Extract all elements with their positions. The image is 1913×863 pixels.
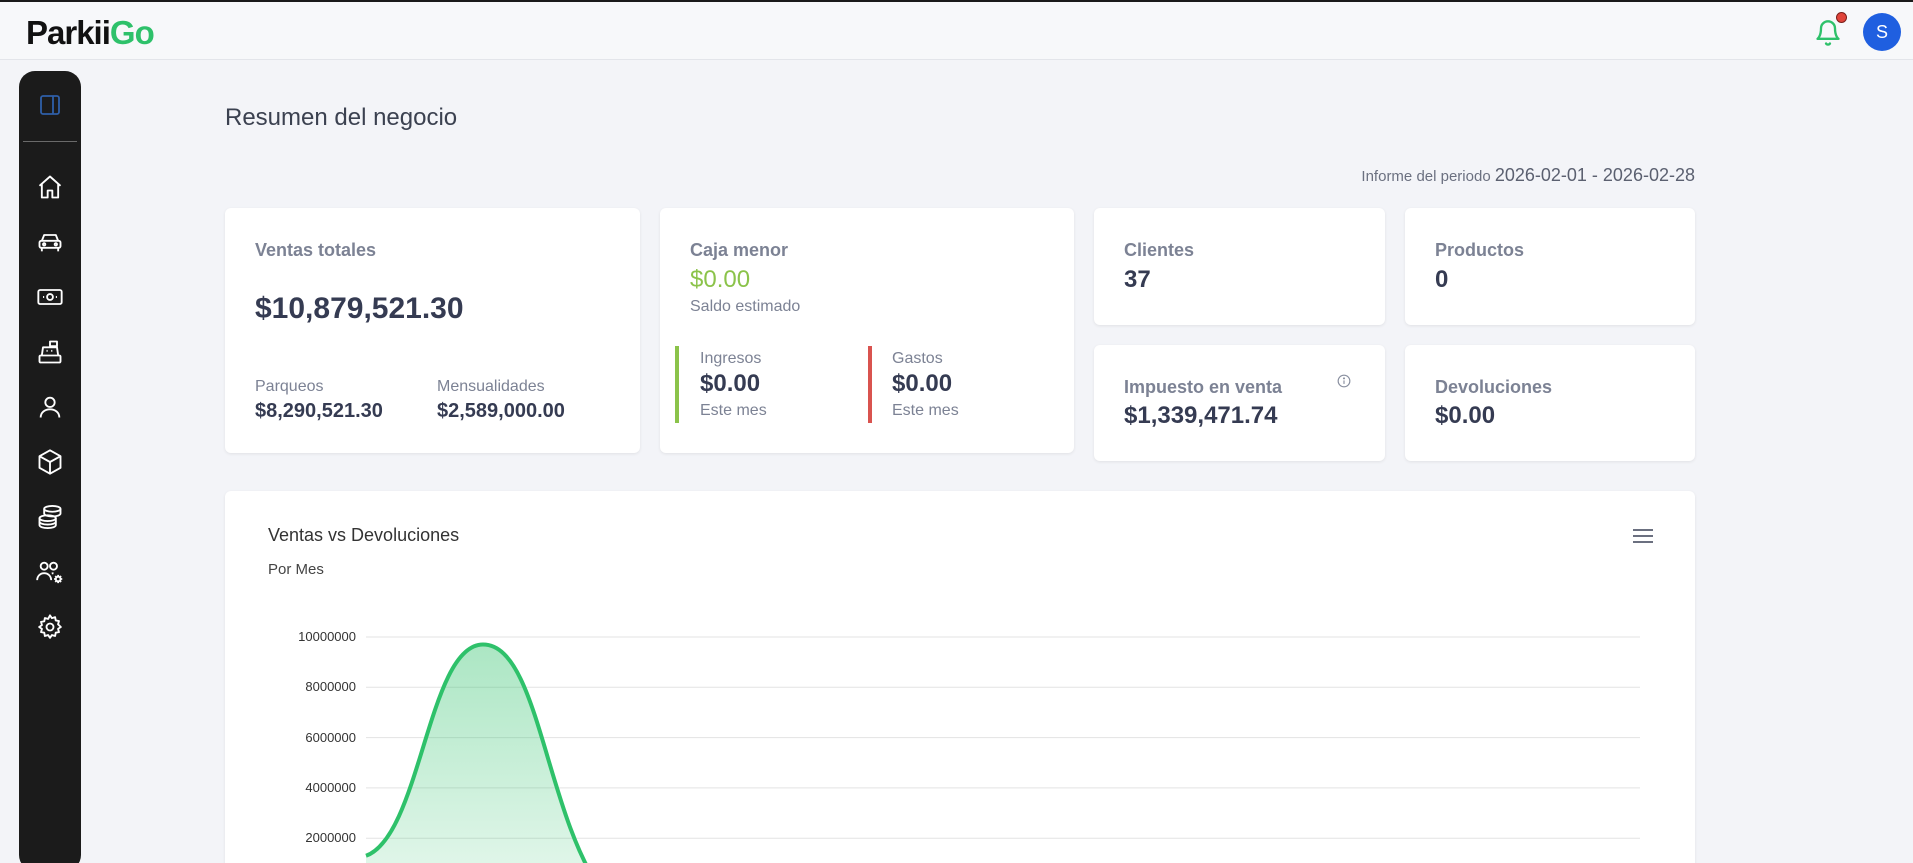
productos-value: 0 <box>1435 266 1449 293</box>
home-icon <box>38 175 62 199</box>
ingresos-caption: Este mes <box>700 402 767 419</box>
card-label: Devoluciones <box>1435 377 1553 397</box>
ingresos-indicator <box>675 346 679 423</box>
coins-icon <box>38 504 62 530</box>
saldo-caption: Saldo estimado <box>690 298 801 315</box>
series-area <box>366 644 586 863</box>
y-tick-label: 4000000 <box>305 779 356 795</box>
box-icon <box>38 449 62 475</box>
sidebar-item-products[interactable] <box>34 446 66 478</box>
sidebar-item-finances[interactable] <box>34 501 66 533</box>
user-icon <box>39 396 61 418</box>
card-devoluciones: Devoluciones $0.00 <box>1405 345 1695 461</box>
page-title: Resumen del negocio <box>225 104 458 131</box>
y-tick-label: 6000000 <box>305 729 356 745</box>
sidebar-item-payments[interactable] <box>34 281 66 313</box>
parqueos-label: Parqueos <box>255 378 324 395</box>
card-label: Ventas totales <box>255 240 377 260</box>
devoluciones-value: $0.00 <box>1435 402 1496 429</box>
mensualidades-value: $2,589,000.00 <box>437 400 565 422</box>
info-icon[interactable] <box>1337 374 1351 388</box>
y-tick-label: 10000000 <box>298 629 356 644</box>
chart-subtitle: Por Mes <box>268 561 324 578</box>
chart-plot <box>365 636 1640 863</box>
sidebar <box>19 71 81 863</box>
sidebar-item-clients[interactable] <box>34 391 66 423</box>
sidebar-item-cash-register[interactable] <box>34 336 66 368</box>
card-label: Clientes <box>1124 240 1195 260</box>
card-impuesto: Impuesto en venta $1,339,471.74 <box>1094 345 1385 461</box>
top-bar: ParkiiGo S <box>0 0 1913 60</box>
gastos-indicator <box>868 346 872 423</box>
card-label: Productos <box>1435 240 1525 260</box>
users-gear-icon <box>36 561 63 584</box>
card-caja-menor: Caja menor $0.00 Saldo estimado Ingresos… <box>660 208 1074 453</box>
cash-icon <box>37 289 63 305</box>
ingresos-label: Ingresos <box>700 350 762 367</box>
gastos-caption: Este mes <box>892 402 959 419</box>
chart-card: Ventas vs Devoluciones Por Mes 10000000 8… <box>225 491 1695 863</box>
y-tick-label: 8000000 <box>305 679 356 695</box>
gastos-value: $0.00 <box>892 370 953 397</box>
notification-badge <box>1836 12 1847 23</box>
period-label: Informe del periodo <box>1361 168 1491 185</box>
card-clientes: Clientes 37 <box>1094 208 1385 325</box>
impuesto-value: $1,339,471.74 <box>1124 402 1278 429</box>
card-ventas-totales: Ventas totales $10,879,521.30 Parqueos $… <box>225 208 640 453</box>
card-label: Impuesto en venta <box>1124 377 1283 397</box>
sidebar-divider <box>23 141 77 142</box>
chart-title: Ventas vs Devoluciones <box>268 525 460 545</box>
avatar[interactable]: S <box>1863 13 1901 51</box>
clientes-value: 37 <box>1124 266 1151 293</box>
logo-prefix: Parkii <box>26 14 111 51</box>
hamburger-menu-icon[interactable] <box>1632 527 1654 545</box>
register-icon <box>38 340 62 364</box>
sidebar-toggle-icon[interactable] <box>38 93 62 117</box>
caja-menor-value: $0.00 <box>690 266 751 293</box>
bell-icon[interactable] <box>1814 18 1842 48</box>
y-tick-label: 2000000 <box>305 830 356 846</box>
sidebar-item-settings[interactable] <box>34 611 66 643</box>
sidebar-item-home[interactable] <box>34 171 66 203</box>
period-dates: 2026-02-01 - 2026-02-28 <box>1494 165 1695 185</box>
card-label: Caja menor <box>690 240 789 260</box>
ingresos-value: $0.00 <box>700 370 761 397</box>
gear-icon <box>38 614 62 639</box>
gastos-label: Gastos <box>892 350 943 367</box>
sidebar-item-vehicles[interactable] <box>34 226 66 258</box>
logo[interactable]: ParkiiGo <box>26 14 155 52</box>
mensualidades-label: Mensualidades <box>437 378 545 395</box>
card-productos: Productos 0 <box>1405 208 1695 325</box>
logo-suffix: Go <box>109 14 155 51</box>
parqueos-value: $8,290,521.30 <box>255 400 383 422</box>
ventas-totales-value: $10,879,521.30 <box>255 292 464 325</box>
series-line[interactable] <box>365 642 600 863</box>
report-period: Informe del periodo 2026-02-01 - 2026-02… <box>1361 165 1695 186</box>
car-icon <box>38 234 62 252</box>
sidebar-item-users[interactable] <box>34 556 66 588</box>
